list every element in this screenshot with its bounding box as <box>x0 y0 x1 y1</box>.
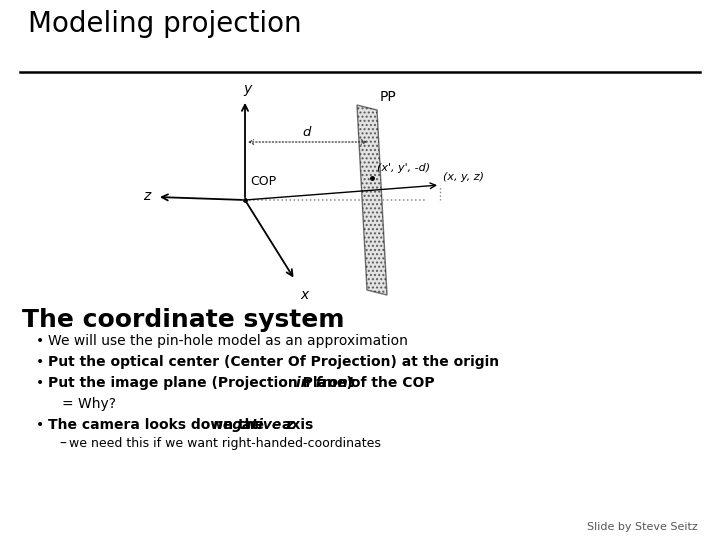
Text: Put the image plane (Projection Plane): Put the image plane (Projection Plane) <box>48 376 358 390</box>
Text: We will use the pin-hole model as an approximation: We will use the pin-hole model as an app… <box>48 334 408 348</box>
Text: we need this if we want right-handed-coordinates: we need this if we want right-handed-coo… <box>69 437 381 450</box>
Text: •: • <box>36 334 44 348</box>
Text: •: • <box>36 376 44 390</box>
Text: negative z: negative z <box>213 418 294 432</box>
Text: axis: axis <box>276 418 313 432</box>
Text: COP: COP <box>250 175 276 188</box>
Text: The camera looks down the: The camera looks down the <box>48 418 269 432</box>
Text: d: d <box>303 126 311 139</box>
Text: PP: PP <box>380 90 397 104</box>
Text: •: • <box>36 418 44 432</box>
Text: in front: in front <box>296 376 354 390</box>
Text: The coordinate system: The coordinate system <box>22 308 344 332</box>
Text: Slide by Steve Seitz: Slide by Steve Seitz <box>588 522 698 532</box>
Polygon shape <box>357 105 387 295</box>
Text: Modeling projection: Modeling projection <box>28 10 302 38</box>
Text: x: x <box>300 288 308 302</box>
Text: –: – <box>59 437 66 451</box>
Text: = Why?: = Why? <box>62 397 116 411</box>
Text: •: • <box>36 355 44 369</box>
Text: Put the optical center (Center Of Projection) at the origin: Put the optical center (Center Of Projec… <box>48 355 499 369</box>
Text: y: y <box>243 82 251 96</box>
Text: of the COP: of the COP <box>346 376 435 390</box>
Text: (x', y', -d): (x', y', -d) <box>377 163 430 173</box>
Text: z: z <box>143 189 150 203</box>
Text: (x, y, z): (x, y, z) <box>443 172 484 182</box>
